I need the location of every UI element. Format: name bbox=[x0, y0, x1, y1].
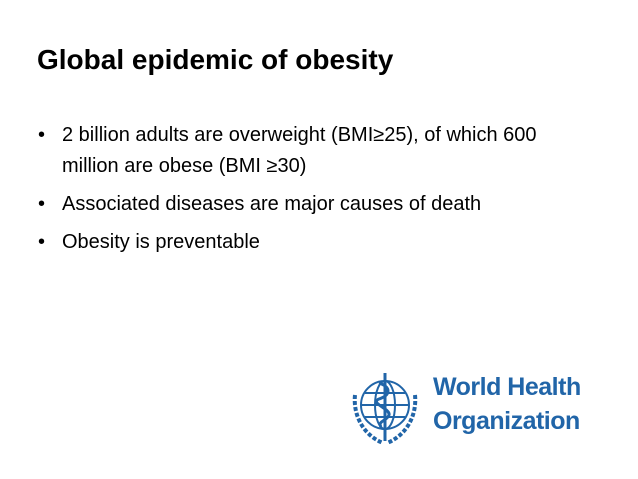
bullet-list: 2 billion adults are overweight (BMI≥25)… bbox=[38, 120, 558, 265]
bullet: Associated diseases are major causes of … bbox=[38, 189, 558, 220]
logo-line: World Health bbox=[433, 373, 581, 401]
slide-title: Global epidemic of obesity bbox=[37, 44, 394, 75]
who-logo: World Health Organization bbox=[343, 365, 603, 450]
who-emblem bbox=[352, 373, 418, 445]
logo-line: Organization bbox=[433, 407, 580, 435]
bullet: 2 billion adults are overweight (BMI≥25)… bbox=[38, 120, 558, 182]
bullet: Obesity is preventable bbox=[38, 227, 558, 258]
